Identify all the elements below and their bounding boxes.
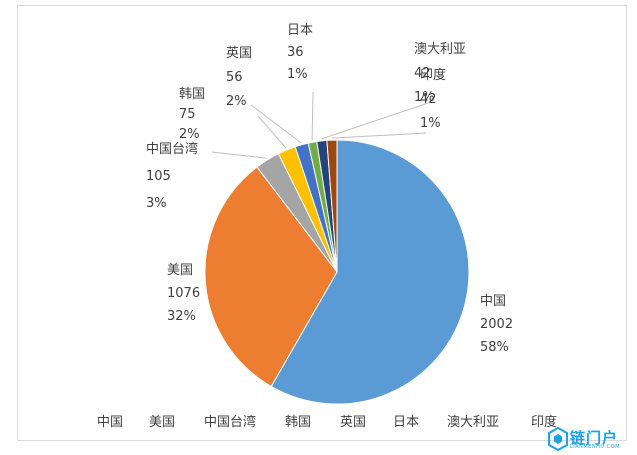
legend-entry-5: 日本 — [393, 415, 419, 430]
data-labels: 中国 2002 58% 美国 1076 32% 中国台湾 105 3% 韩国 75 2% 英国 56 2% 日… — [146, 23, 513, 355]
legend-entry-2: 中国台湾 — [204, 414, 256, 430]
data-label-percent-6: 1% — [414, 90, 435, 105]
legend-entry-3: 韩国 — [285, 415, 311, 430]
legend-entry-6: 澳大利亚 — [447, 414, 499, 430]
leader-line-3 — [257, 115, 287, 149]
data-label-value-2: 105 — [146, 169, 171, 184]
data-label-percent-5: 1% — [287, 67, 308, 82]
pie-slice-7 — [326, 139, 338, 273]
data-label-value-5: 36 — [287, 45, 304, 60]
legend-entry-1: 美国 — [149, 415, 175, 430]
data-label-percent-2: 3% — [146, 196, 167, 211]
watermark-logo: 链门户 LIANMENHU.COM — [548, 425, 632, 453]
data-label-percent-7: 1% — [420, 116, 441, 131]
data-label-name-4: 英国 — [226, 46, 252, 61]
data-label-value-6: 42 — [414, 66, 431, 81]
leader-line-6 — [321, 102, 429, 140]
leader-lines — [211, 91, 429, 159]
data-label-percent-1: 32% — [167, 309, 196, 324]
data-label-value-1: 1076 — [167, 286, 200, 301]
watermark-subtext: LIANMENHU.COM — [570, 444, 620, 450]
legend-entry-0: 中国 — [97, 415, 123, 430]
data-label-name-2: 中国台湾 — [146, 141, 198, 157]
watermark-icon — [548, 427, 568, 451]
legend: 中国 美国 中国台湾 韩国 英国 日本 澳大利亚 印度 — [97, 414, 557, 430]
leader-line-7 — [331, 132, 427, 139]
data-label-name-6: 澳大利亚 — [414, 41, 466, 57]
data-label-name-5: 日本 — [287, 23, 313, 38]
data-label-percent-0: 58% — [480, 340, 509, 355]
data-label-percent-4: 2% — [226, 94, 247, 109]
data-label-percent-3: 2% — [179, 127, 200, 142]
legend-entry-7: 印度 — [531, 414, 557, 430]
leader-line-2 — [211, 151, 267, 159]
data-label-name-0: 中国 — [480, 294, 506, 309]
data-label-value-3: 75 — [179, 107, 196, 122]
pie-slices — [204, 139, 470, 405]
data-label-name-1: 美国 — [167, 263, 193, 278]
data-label-value-7: 42 — [420, 92, 437, 107]
watermark-text: 链门户 — [570, 429, 619, 447]
leader-line-4 — [250, 104, 302, 144]
data-label-value-0: 2002 — [480, 317, 513, 332]
data-label-name-3: 韩国 — [179, 87, 205, 102]
data-label-value-4: 56 — [226, 70, 243, 85]
data-label-name-7: 印度 — [420, 67, 446, 83]
pie-slice-0 — [270, 139, 470, 405]
legend-entry-4: 英国 — [340, 415, 366, 430]
leader-line-5 — [311, 91, 314, 141]
pie-slice-1 — [204, 166, 338, 388]
